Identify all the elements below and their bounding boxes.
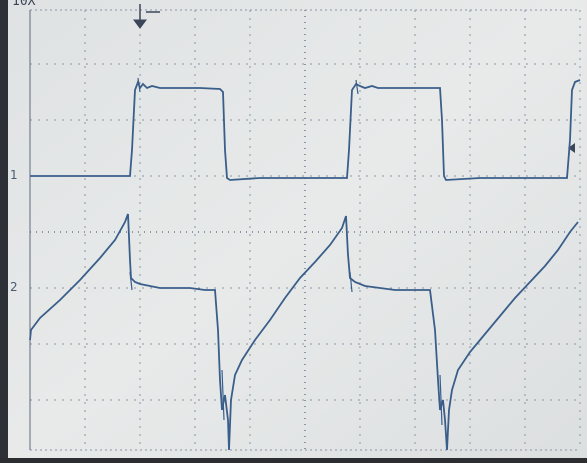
- channel-1-trace: [30, 79, 581, 181]
- scope-display: [8, 0, 587, 458]
- channel-2-marker: 2: [10, 280, 18, 294]
- channel-1-marker: 1: [10, 168, 18, 182]
- timebase-readout: 10X: [12, 0, 36, 9]
- channel-2-trace: [29, 213, 579, 451]
- trigger-position-marker: [133, 4, 160, 29]
- trigger-level-marker: [568, 143, 575, 153]
- trace-noise: [129, 77, 443, 426]
- graticule: [29, 9, 581, 451]
